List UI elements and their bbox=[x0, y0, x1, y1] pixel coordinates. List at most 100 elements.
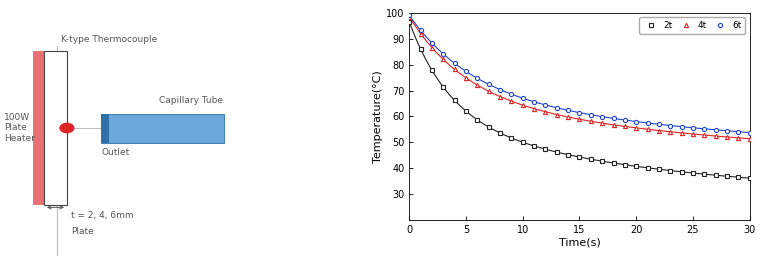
2t bbox=[484, 125, 493, 129]
6t bbox=[461, 70, 470, 73]
2t bbox=[643, 166, 652, 169]
6t bbox=[632, 120, 641, 123]
6t bbox=[405, 14, 414, 17]
2t bbox=[416, 48, 425, 51]
4t bbox=[484, 90, 493, 93]
Text: t = 2, 4, 6mm: t = 2, 4, 6mm bbox=[70, 211, 133, 220]
2t bbox=[688, 172, 698, 175]
2t bbox=[677, 170, 686, 173]
2t bbox=[428, 69, 437, 72]
4t bbox=[552, 113, 562, 116]
2t bbox=[473, 118, 482, 121]
2t bbox=[518, 141, 527, 144]
6t bbox=[654, 123, 663, 126]
2t bbox=[529, 144, 539, 147]
4t bbox=[541, 110, 550, 113]
2t bbox=[666, 169, 675, 172]
4t bbox=[506, 100, 516, 103]
Circle shape bbox=[60, 123, 73, 133]
4t bbox=[711, 134, 721, 137]
6t bbox=[473, 77, 482, 80]
6t bbox=[484, 83, 493, 86]
6t bbox=[506, 93, 516, 96]
6t bbox=[586, 113, 595, 116]
6t bbox=[643, 121, 652, 124]
4t bbox=[700, 134, 709, 137]
6t bbox=[428, 41, 437, 45]
2t bbox=[745, 177, 754, 180]
6t bbox=[677, 125, 686, 128]
6t bbox=[416, 29, 425, 32]
4t bbox=[677, 131, 686, 134]
4t bbox=[597, 122, 607, 125]
4t bbox=[586, 120, 595, 123]
6t bbox=[450, 62, 459, 65]
4t bbox=[643, 128, 652, 131]
6t bbox=[688, 126, 698, 129]
6t bbox=[552, 106, 562, 109]
4t bbox=[518, 104, 527, 107]
2t bbox=[496, 131, 505, 134]
2t bbox=[438, 86, 448, 89]
Text: Outlet: Outlet bbox=[101, 148, 129, 157]
2t bbox=[597, 160, 607, 163]
2t bbox=[654, 168, 663, 171]
6t bbox=[745, 131, 754, 134]
6t bbox=[496, 88, 505, 91]
Line: 6t: 6t bbox=[407, 13, 752, 135]
6t bbox=[666, 124, 675, 127]
4t bbox=[666, 130, 675, 133]
Bar bbox=[44, 51, 67, 205]
4t bbox=[428, 46, 437, 49]
Bar bbox=[101, 114, 109, 143]
4t bbox=[575, 118, 584, 121]
6t bbox=[722, 129, 731, 132]
4t bbox=[745, 137, 754, 140]
2t bbox=[506, 136, 516, 140]
4t bbox=[654, 129, 663, 132]
Text: Capillary Tube: Capillary Tube bbox=[159, 96, 223, 105]
2t bbox=[632, 165, 641, 168]
Legend: 2t, 4t, 6t: 2t, 4t, 6t bbox=[639, 17, 745, 34]
4t bbox=[496, 95, 505, 98]
2t bbox=[700, 173, 709, 176]
2t bbox=[722, 175, 731, 178]
Line: 4t: 4t bbox=[407, 15, 752, 141]
Text: K-type Thermocouple: K-type Thermocouple bbox=[61, 35, 158, 44]
2t bbox=[450, 99, 459, 102]
2t bbox=[711, 174, 721, 177]
6t bbox=[564, 109, 573, 112]
2t bbox=[620, 163, 630, 166]
6t bbox=[438, 52, 448, 56]
Text: 100W
Plate
Heater: 100W Plate Heater bbox=[4, 113, 34, 143]
2t bbox=[734, 176, 743, 179]
4t bbox=[473, 83, 482, 87]
2t bbox=[564, 153, 573, 156]
6t bbox=[518, 97, 527, 100]
2t bbox=[552, 151, 562, 154]
Y-axis label: Temperature(°C): Temperature(°C) bbox=[373, 70, 383, 163]
6t bbox=[609, 117, 618, 120]
4t bbox=[564, 115, 573, 119]
2t bbox=[541, 148, 550, 151]
4t bbox=[416, 32, 425, 35]
4t bbox=[438, 58, 448, 61]
2t bbox=[405, 20, 414, 23]
4t bbox=[450, 68, 459, 71]
X-axis label: Time(s): Time(s) bbox=[558, 238, 601, 248]
Text: Plate: Plate bbox=[70, 227, 93, 236]
2t bbox=[461, 110, 470, 113]
6t bbox=[734, 130, 743, 133]
Bar bbox=[101, 114, 223, 143]
6t bbox=[541, 103, 550, 106]
4t bbox=[722, 135, 731, 138]
4t bbox=[609, 123, 618, 126]
6t bbox=[597, 115, 607, 118]
2t bbox=[575, 156, 584, 159]
4t bbox=[529, 107, 539, 110]
6t bbox=[529, 100, 539, 103]
2t bbox=[586, 158, 595, 161]
2t bbox=[609, 162, 618, 165]
6t bbox=[575, 111, 584, 114]
4t bbox=[620, 125, 630, 128]
